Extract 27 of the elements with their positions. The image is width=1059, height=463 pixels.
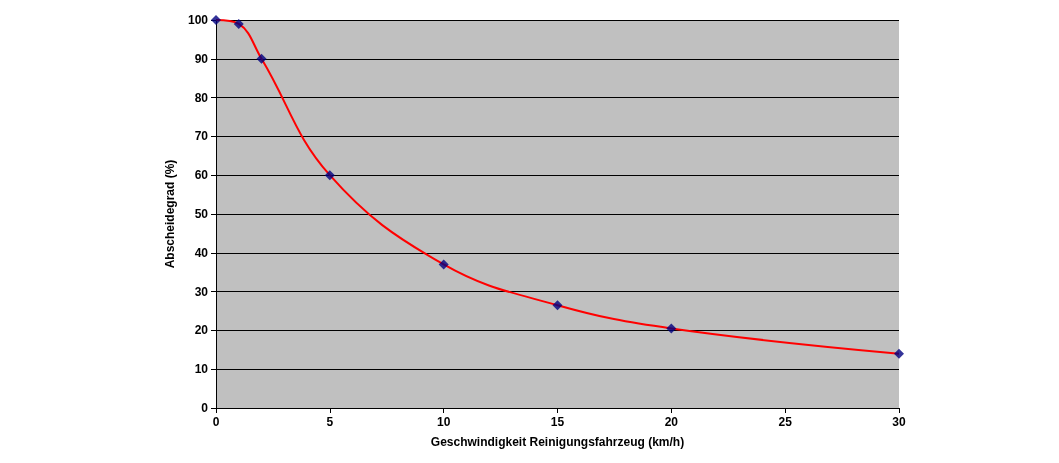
y-tick-label: 70 xyxy=(194,129,209,144)
y-axis-title: Abscheidegrad (%) xyxy=(163,159,177,269)
y-tick-label: 100 xyxy=(187,13,209,27)
x-tick-label: 10 xyxy=(436,415,451,429)
y-tick-label: 50 xyxy=(194,207,209,221)
x-tick-label: 20 xyxy=(664,415,679,429)
x-tick-label: 30 xyxy=(892,415,906,429)
x-tick-label: 15 xyxy=(550,415,565,429)
point xyxy=(438,259,449,270)
point xyxy=(233,18,244,29)
y-tick-label: 10 xyxy=(194,362,209,377)
y-tick-label: 90 xyxy=(194,51,209,66)
y-tick-label: 30 xyxy=(194,284,209,299)
y-tick-label: 0 xyxy=(201,401,209,415)
y-tick-label: 40 xyxy=(194,245,209,260)
y-tick-label: 20 xyxy=(194,323,209,338)
y-tick-label: 80 xyxy=(194,90,209,105)
point xyxy=(324,170,335,181)
y-tick-label: 60 xyxy=(194,168,209,183)
point xyxy=(894,348,904,359)
x-tick-label: 25 xyxy=(778,415,793,429)
x-tick-label: 0 xyxy=(212,415,220,429)
point xyxy=(256,53,267,64)
point xyxy=(552,300,563,311)
x-axis-title: Geschwindigkeit Reinigungsfahrzeug (km/h) xyxy=(430,435,685,449)
point xyxy=(666,323,677,334)
x-tick-label: 5 xyxy=(326,415,334,429)
